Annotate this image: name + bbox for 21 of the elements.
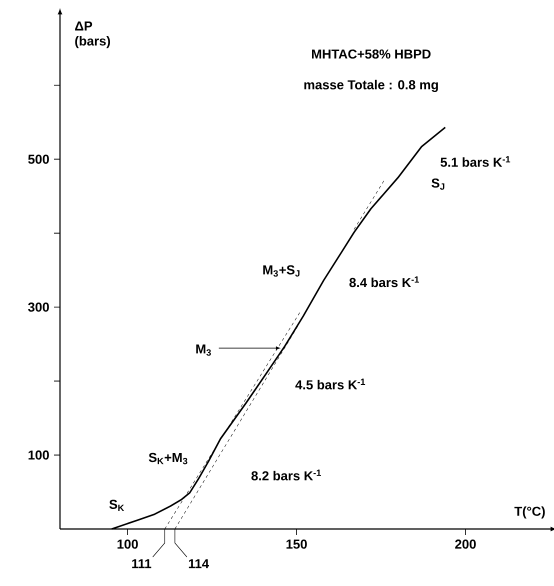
annotation: S$_{J}$ bbox=[432, 178, 444, 190]
x-axis-title: T(°C) bbox=[514, 506, 545, 518]
x-tick-label: 150 bbox=[286, 540, 307, 549]
annotation: 111 bbox=[132, 559, 152, 568]
text: masse Totale : 0.8 mg bbox=[304, 80, 438, 92]
annotation: 4.5 bars K$^{-1}$ bbox=[295, 378, 366, 390]
x-tick-label: 200 bbox=[455, 540, 476, 549]
text: MHTAC+58% HBPD bbox=[312, 49, 431, 59]
annotation: S$_{K}$ bbox=[109, 500, 124, 511]
annotation: 8.2 bars K$^{-1}$ bbox=[251, 470, 321, 480]
annotation: 5.1 bars K$^{-1}$ bbox=[440, 156, 510, 167]
y-tick-label: 300 bbox=[28, 302, 49, 312]
y-axis-title: ΔP (bars) bbox=[75, 22, 110, 48]
y-tick-label: 100 bbox=[28, 450, 49, 460]
annotation: M$_{3}$+S$_{J}$ bbox=[263, 265, 300, 277]
annotation: S$_{K}$+M$_{3}$ bbox=[148, 452, 188, 464]
y-tick-label: 500 bbox=[28, 154, 49, 164]
annotation: M$_{3}$ bbox=[196, 344, 211, 356]
x-tick-label: 100 bbox=[118, 540, 138, 549]
annotation: 114 bbox=[188, 559, 210, 568]
annotation: 8.4 bars K$^{-1}$ bbox=[349, 276, 419, 288]
